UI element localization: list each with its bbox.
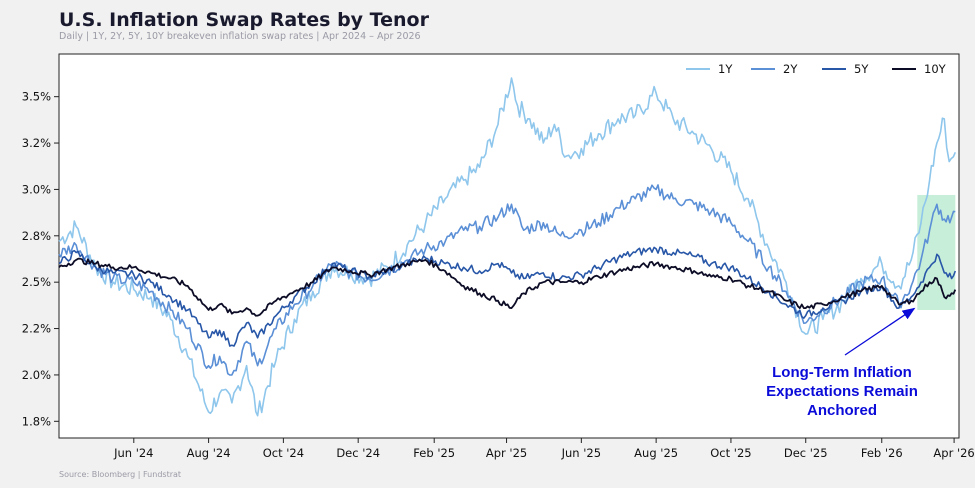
legend-label-10y: 10Y	[924, 62, 947, 76]
annotation-arrow	[844, 307, 916, 356]
series-line-1y	[58, 77, 957, 417]
y-axis: 1.8% 2.0% 2.2% 2.5% 2.8% 3.0% 3.2% 3.5%	[22, 90, 59, 428]
legend-label-2y: 2Y	[783, 62, 798, 76]
x-axis: Jun '24 Aug '24 Oct '24 Dec '24 Feb '25 Apr '…	[113, 438, 975, 460]
x-tick-label: Feb '26	[861, 446, 903, 460]
y-tick-label: 2.0%	[22, 368, 51, 382]
x-tick-label: Dec '25	[784, 446, 828, 460]
annotation-line-2: Expectations Remain	[766, 383, 918, 400]
y-tick-label: 2.2%	[22, 322, 51, 336]
annotation-line-3: Anchored	[807, 402, 877, 419]
x-tick-label: Aug '25	[634, 446, 678, 460]
x-tick-label: Jun '24	[113, 446, 153, 460]
x-tick-label: Oct '25	[710, 446, 751, 460]
y-tick-label: 3.2%	[22, 136, 51, 150]
plot-area	[58, 53, 960, 439]
chart-title: U.S. Inflation Swap Rates by Tenor	[59, 9, 429, 31]
y-tick-label: 1.8%	[22, 414, 51, 428]
x-tick-label: Aug '24	[187, 446, 231, 460]
series-layer	[58, 77, 957, 417]
x-tick-label: Feb '25	[413, 446, 455, 460]
x-tick-label: Apr '25	[486, 446, 527, 460]
y-tick-label: 2.5%	[22, 275, 51, 289]
series-line-2y	[58, 184, 956, 376]
y-tick-label: 3.5%	[22, 90, 51, 104]
series-line-5y	[58, 246, 957, 347]
legend-label-5y: 5Y	[854, 62, 869, 76]
x-tick-label: Dec '24	[336, 446, 380, 460]
x-tick-label: Jun '25	[561, 446, 601, 460]
y-tick-label: 3.0%	[22, 182, 51, 196]
y-tick-label: 2.8%	[22, 229, 51, 243]
series-line-10y	[58, 257, 957, 317]
x-tick-label: Oct '24	[263, 446, 304, 460]
chart-subtitle: Daily | 1Y, 2Y, 5Y, 10Y breakeven inflat…	[59, 31, 421, 42]
x-tick-label: Apr '26	[933, 446, 974, 460]
legend-label-1y: 1Y	[718, 62, 733, 76]
annotation-line-1: Long-Term Inflation	[772, 364, 912, 381]
legend: 1Y 2Y 5Y 10Y	[686, 62, 947, 76]
source-note: Source: Bloomberg | Fundstrat	[59, 470, 182, 479]
